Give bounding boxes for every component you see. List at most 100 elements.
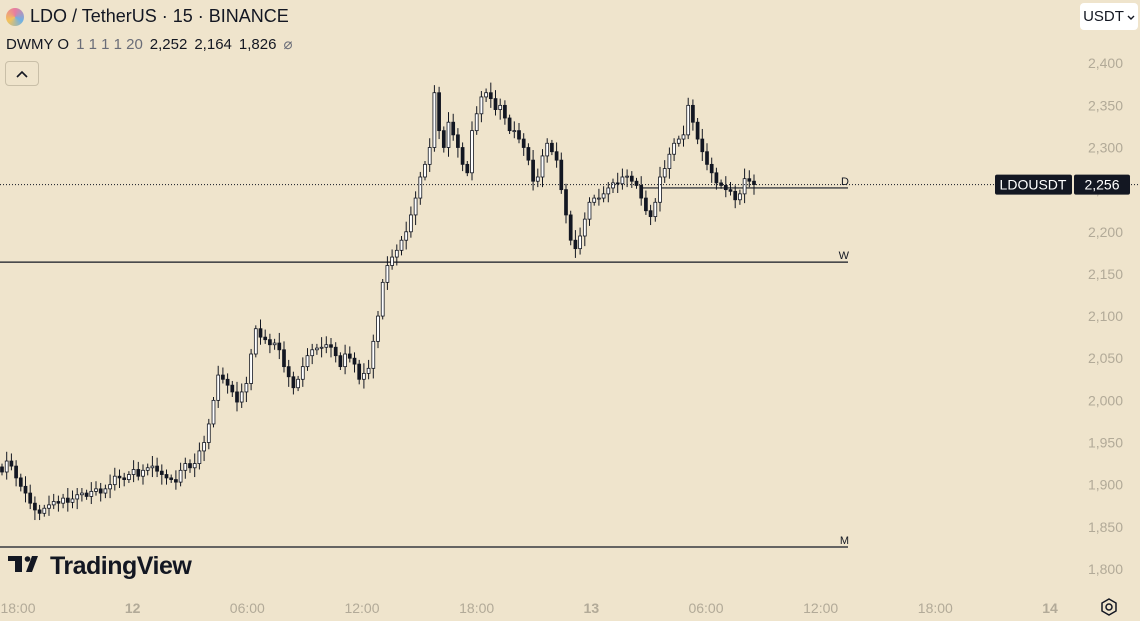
candle-body [413,197,418,216]
y-axis-tick-label: 2,200 [1088,224,1123,240]
candle-body [244,383,249,393]
y-axis-tick-label: 1,900 [1088,477,1123,493]
symbol-title[interactable]: LDO / TetherUS · 15 · BINANCE [30,6,289,26]
candle-body [94,488,98,492]
price-tag-bg [1074,174,1130,195]
candle-body [752,180,756,185]
candle-body [70,498,75,503]
candle-body [658,176,662,203]
x-axis-tick-label: 18:00 [459,600,494,616]
candle-body [564,189,568,216]
candle-body [390,256,394,266]
x-axis-tick-label: 13 [584,600,600,616]
price-tag-value: 2,256 [1084,177,1119,193]
y-axis-tick-label: 2,000 [1088,392,1123,408]
candle-body [188,463,192,469]
candle-body [357,363,362,380]
candle-body [282,349,286,368]
candle-body [249,353,253,384]
candle-body [531,159,535,182]
candle-body [343,353,347,368]
collapse-legend-button[interactable] [5,61,39,86]
candle-body [258,328,263,338]
y-axis-tick-label: 2,050 [1088,350,1123,366]
y-axis-tick-label: 1,800 [1088,561,1123,577]
candle-body [550,142,554,153]
candle-body [347,353,352,359]
candle-body [456,134,460,148]
x-axis-tick-label: 12:00 [344,600,379,616]
candle-body [554,151,559,161]
y-axis-tick-label: 2,350 [1088,97,1123,113]
indicator-name[interactable]: DWMY O [6,35,70,53]
chevron-up-icon [16,66,28,81]
candle-body [474,113,479,132]
candle-body [742,178,747,195]
candle-body [385,265,390,283]
candle-body [540,155,545,178]
candle-body [192,463,197,469]
candle-body [14,465,18,479]
x-axis-tick-label: 14 [1042,600,1058,616]
x-axis-tick-label: 06:00 [688,600,723,616]
candle-body [305,355,310,368]
candle-body [28,492,33,504]
candle-body [319,346,324,349]
candle-body [484,92,488,98]
symbol-tag-bg [995,174,1072,195]
candle-body [592,197,597,203]
candle-body [418,176,423,199]
y-axis-tick-label: 2,100 [1088,308,1123,324]
candle-body [545,142,550,157]
y-axis-tick-label: 2,400 [1088,55,1123,71]
x-axis-tick-label: 18:00 [0,600,35,616]
candle-body [728,189,733,192]
candle-body [174,479,178,483]
candle-body [103,488,108,494]
candle-body [56,501,61,504]
candle-body [488,92,493,100]
hide-icon[interactable]: ⌀ [283,36,293,53]
candle-body [686,104,691,136]
candle-body [183,463,188,471]
tradingview-logo-icon [8,553,44,581]
candle-body [291,376,296,389]
candle-body [277,342,282,351]
currency-label: USDT [1083,8,1124,25]
candle-body [493,98,498,110]
watermark-text: TradingView [50,552,192,580]
level-label: M [840,535,849,547]
candle-body [615,182,620,185]
currency-selector[interactable]: USDT [1080,3,1138,30]
ldo-logo-icon [6,7,24,26]
candle-body [437,92,441,132]
candle-body [672,142,676,155]
candle-body [159,470,164,475]
candle-body [691,104,695,123]
candle-body [653,201,658,218]
candle-body [606,187,611,195]
settings-icon[interactable] [1100,598,1118,621]
candle-body [611,182,615,189]
candle-body [470,130,474,174]
candle-body [465,163,470,174]
candle-body [315,347,319,351]
candle-body [23,485,28,494]
candle-body [427,147,432,165]
candle-body [112,475,117,486]
y-axis-tick-label: 2,300 [1088,140,1123,156]
candle-body [4,460,9,473]
candle-body [145,467,150,471]
candle-body [625,175,629,178]
candle-body [206,423,211,443]
candle-body [98,488,103,494]
candle-body [719,182,723,186]
tradingview-watermark: TradingView [8,552,192,581]
candle-body [479,96,484,115]
candle-body [733,190,738,201]
candle-body [141,469,145,477]
candle-body [239,391,244,403]
candle-body [296,378,300,389]
